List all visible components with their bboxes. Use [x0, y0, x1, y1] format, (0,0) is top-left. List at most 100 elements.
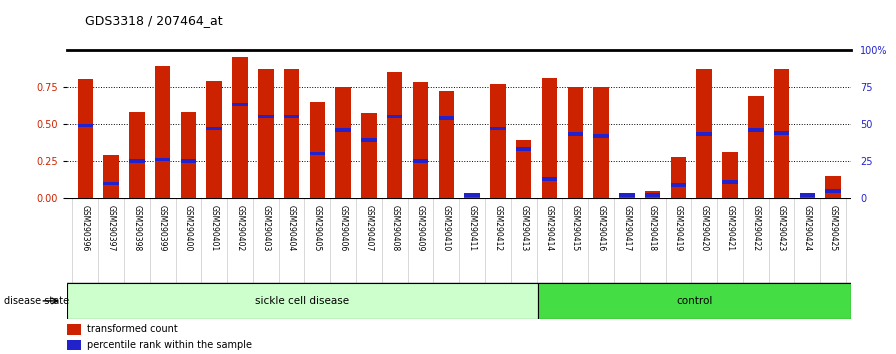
Text: GSM290404: GSM290404 — [287, 205, 296, 251]
Bar — [748, 96, 763, 198]
Bar — [567, 87, 583, 198]
Text: GSM290397: GSM290397 — [107, 205, 116, 251]
Text: GSM290424: GSM290424 — [803, 205, 812, 251]
Bar — [78, 79, 93, 198]
Bar — [799, 197, 815, 198]
Bar — [619, 195, 634, 198]
Bar — [438, 91, 454, 198]
Text: GSM290417: GSM290417 — [623, 205, 632, 251]
Bar — [671, 156, 686, 198]
Bar — [464, 197, 480, 198]
Bar — [774, 131, 789, 135]
Bar — [67, 283, 538, 319]
Bar — [258, 115, 273, 118]
Bar — [67, 340, 82, 350]
Text: GSM290422: GSM290422 — [751, 205, 761, 251]
Bar — [799, 193, 815, 197]
Bar — [206, 81, 222, 198]
Text: GSM290402: GSM290402 — [236, 205, 245, 251]
Text: percentile rank within the sample: percentile rank within the sample — [87, 340, 252, 350]
Bar — [284, 115, 299, 118]
Text: GSM290421: GSM290421 — [726, 205, 735, 251]
Bar — [722, 152, 737, 198]
Bar — [516, 147, 531, 151]
Bar — [310, 152, 325, 155]
Bar — [774, 69, 789, 198]
Text: GSM290403: GSM290403 — [262, 205, 271, 251]
Bar — [516, 140, 531, 198]
Bar — [542, 177, 557, 181]
Text: control: control — [676, 296, 712, 306]
Bar — [567, 132, 583, 136]
Text: GSM290409: GSM290409 — [416, 205, 425, 251]
Text: GSM290398: GSM290398 — [133, 205, 142, 251]
Text: GSM290407: GSM290407 — [365, 205, 374, 251]
Bar — [593, 134, 608, 138]
Text: GSM290400: GSM290400 — [184, 205, 193, 251]
Bar — [284, 69, 299, 198]
Bar — [490, 84, 505, 198]
Bar — [645, 191, 660, 198]
Text: GSM290415: GSM290415 — [571, 205, 580, 251]
Bar — [387, 72, 402, 198]
Bar — [696, 132, 712, 136]
Bar — [103, 182, 119, 185]
Text: sickle cell disease: sickle cell disease — [255, 296, 349, 306]
Bar — [413, 159, 428, 163]
Bar — [825, 189, 840, 193]
Bar — [387, 115, 402, 118]
Bar — [538, 283, 851, 319]
Bar — [129, 159, 144, 163]
Text: GSM290416: GSM290416 — [597, 205, 606, 251]
Bar — [155, 66, 170, 198]
Bar — [722, 180, 737, 184]
Bar — [671, 183, 686, 187]
Text: GSM290419: GSM290419 — [674, 205, 683, 251]
Bar — [542, 78, 557, 198]
Bar — [232, 103, 247, 107]
Text: GSM290406: GSM290406 — [339, 205, 348, 251]
Text: GSM290418: GSM290418 — [648, 205, 657, 251]
Bar — [206, 126, 222, 130]
Text: GSM290420: GSM290420 — [700, 205, 709, 251]
Bar — [310, 102, 325, 198]
Bar — [258, 69, 273, 198]
Text: GSM290410: GSM290410 — [442, 205, 451, 251]
Text: GSM290401: GSM290401 — [210, 205, 219, 251]
Bar — [78, 124, 93, 127]
Bar — [619, 193, 634, 197]
Bar — [645, 193, 660, 197]
Bar — [103, 155, 119, 198]
Bar — [181, 159, 196, 163]
Text: GSM290408: GSM290408 — [391, 205, 400, 251]
Text: GSM290414: GSM290414 — [545, 205, 554, 251]
Text: GSM290399: GSM290399 — [158, 205, 168, 251]
Text: GSM290411: GSM290411 — [468, 205, 477, 251]
Text: transformed count: transformed count — [87, 324, 177, 334]
Bar — [361, 138, 376, 142]
Bar — [155, 158, 170, 161]
Bar — [696, 69, 712, 198]
Bar — [490, 126, 505, 130]
Text: GSM290413: GSM290413 — [519, 205, 528, 251]
Text: disease state: disease state — [4, 296, 70, 306]
Bar — [825, 176, 840, 198]
Text: GSM290405: GSM290405 — [313, 205, 322, 251]
Text: GSM290425: GSM290425 — [829, 205, 838, 251]
Text: GSM290412: GSM290412 — [494, 205, 503, 251]
Bar — [361, 114, 376, 198]
Bar — [67, 324, 82, 335]
Bar — [593, 87, 608, 198]
Text: GDS3318 / 207464_at: GDS3318 / 207464_at — [85, 14, 223, 27]
Bar — [464, 193, 480, 197]
Bar — [335, 128, 351, 132]
Bar — [129, 112, 144, 198]
Text: GSM290396: GSM290396 — [81, 205, 90, 251]
Bar — [232, 57, 247, 198]
Bar — [438, 116, 454, 120]
Bar — [413, 82, 428, 198]
Bar — [748, 128, 763, 132]
Bar — [335, 87, 351, 198]
Bar — [181, 112, 196, 198]
Text: GSM290423: GSM290423 — [777, 205, 786, 251]
